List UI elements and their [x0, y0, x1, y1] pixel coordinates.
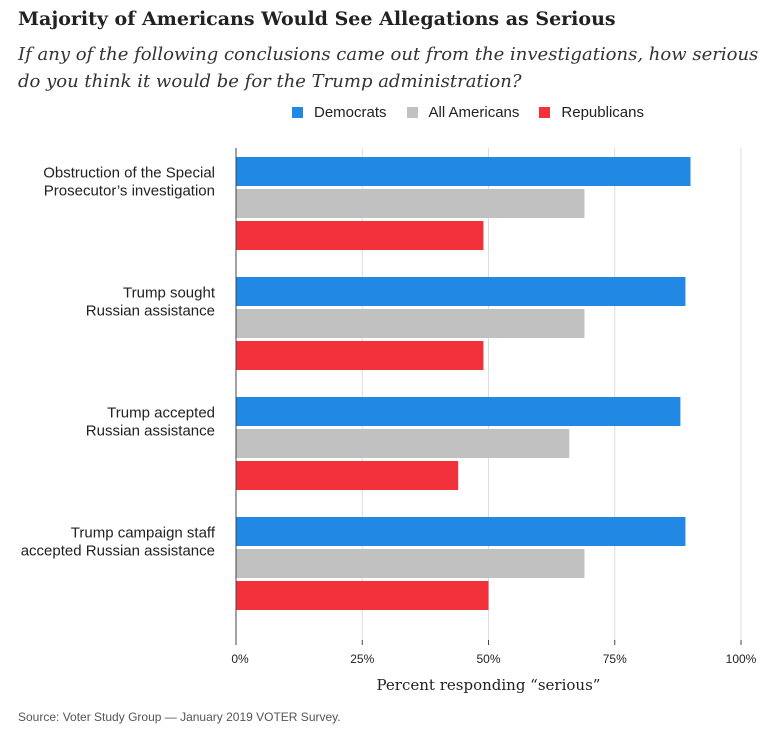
- bar: [236, 341, 484, 370]
- x-tick-label: 25%: [350, 652, 374, 666]
- bar: [236, 461, 459, 490]
- category-label: Russian assistance: [86, 303, 215, 320]
- bar: [236, 277, 686, 306]
- legend-swatch-democrats: [292, 107, 303, 118]
- legend-label-democrats: Democrats: [314, 104, 387, 121]
- x-axis-title: Percent responding “serious”: [377, 676, 601, 694]
- chart-title: Majority of Americans Would See Allegati…: [18, 8, 616, 30]
- legend-item-republicans: Republicans: [539, 104, 644, 121]
- legend-swatch-republicans: [539, 107, 551, 118]
- legend-swatch-all-americans: [406, 107, 418, 118]
- source-note: Source: Voter Study Group — January 2019…: [18, 710, 341, 724]
- bar: [236, 549, 585, 578]
- bar: [236, 581, 489, 610]
- bar: [236, 189, 585, 218]
- x-axis: 0% 25% 50% 75% 100%: [231, 148, 757, 666]
- category-label: Trump campaign staff: [71, 525, 216, 542]
- bar: [236, 221, 484, 250]
- legend-label-all-americans: All Americans: [428, 104, 520, 121]
- x-tick-label: 100%: [726, 652, 757, 666]
- legend-item-all-americans: All Americans: [406, 104, 520, 121]
- x-tick-label: 50%: [476, 652, 500, 666]
- legend-item-democrats: Democrats: [292, 104, 387, 121]
- category-label: Prosecutor’s investigation: [44, 183, 215, 200]
- bar: [236, 429, 570, 458]
- legend-label-republicans: Republicans: [561, 104, 644, 121]
- bar: [236, 517, 686, 546]
- legend: Democrats All Americans Republicans: [292, 104, 644, 121]
- category-label: accepted Russian assistance: [21, 543, 215, 560]
- bar: [236, 157, 691, 186]
- x-tick-label: 75%: [603, 652, 627, 666]
- category-label: Trump accepted: [107, 405, 215, 422]
- category-label: Russian assistance: [86, 423, 215, 440]
- x-tick-label: 0%: [231, 652, 249, 666]
- bars: [236, 157, 691, 610]
- category-label: Obstruction of the Special: [43, 165, 215, 182]
- bar: [236, 397, 681, 426]
- bar: [236, 309, 585, 338]
- category-label: Trump sought: [123, 285, 216, 302]
- chart-subtitle: If any of the following conclusions came…: [18, 44, 759, 92]
